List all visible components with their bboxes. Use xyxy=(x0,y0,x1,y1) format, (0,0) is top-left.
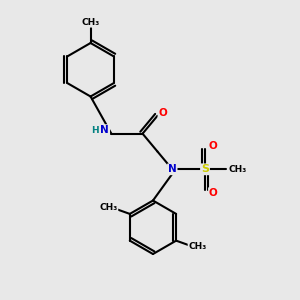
Text: CH₃: CH₃ xyxy=(229,165,247,174)
Text: CH₃: CH₃ xyxy=(99,203,118,212)
Text: O: O xyxy=(158,108,167,118)
Text: CH₃: CH₃ xyxy=(188,242,207,251)
Text: S: S xyxy=(201,164,209,174)
Text: O: O xyxy=(209,140,218,151)
Text: N: N xyxy=(100,125,109,135)
Text: H: H xyxy=(91,126,98,135)
Text: CH₃: CH₃ xyxy=(81,18,100,27)
Text: O: O xyxy=(209,188,218,198)
Text: N: N xyxy=(168,164,177,174)
